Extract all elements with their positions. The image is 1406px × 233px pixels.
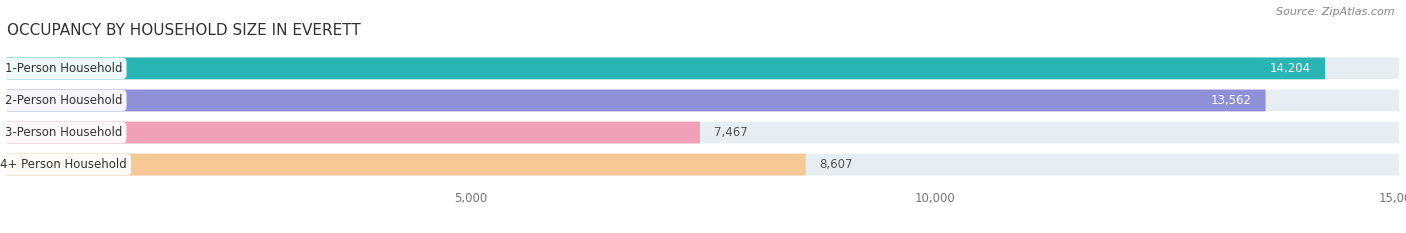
Text: OCCUPANCY BY HOUSEHOLD SIZE IN EVERETT: OCCUPANCY BY HOUSEHOLD SIZE IN EVERETT (7, 24, 361, 38)
Text: 7,467: 7,467 (714, 126, 748, 139)
FancyBboxPatch shape (7, 154, 806, 175)
Text: Source: ZipAtlas.com: Source: ZipAtlas.com (1277, 7, 1395, 17)
Text: 14,204: 14,204 (1270, 62, 1312, 75)
FancyBboxPatch shape (7, 89, 1399, 111)
FancyBboxPatch shape (7, 122, 700, 144)
FancyBboxPatch shape (7, 89, 1265, 111)
FancyBboxPatch shape (7, 154, 1399, 175)
Text: 4+ Person Household: 4+ Person Household (0, 158, 127, 171)
Text: 8,607: 8,607 (820, 158, 853, 171)
FancyBboxPatch shape (7, 58, 1399, 79)
Text: 1-Person Household: 1-Person Household (4, 62, 122, 75)
Text: 2-Person Household: 2-Person Household (4, 94, 122, 107)
Text: 13,562: 13,562 (1211, 94, 1251, 107)
FancyBboxPatch shape (7, 58, 1324, 79)
FancyBboxPatch shape (7, 122, 1399, 144)
Text: 3-Person Household: 3-Person Household (6, 126, 122, 139)
